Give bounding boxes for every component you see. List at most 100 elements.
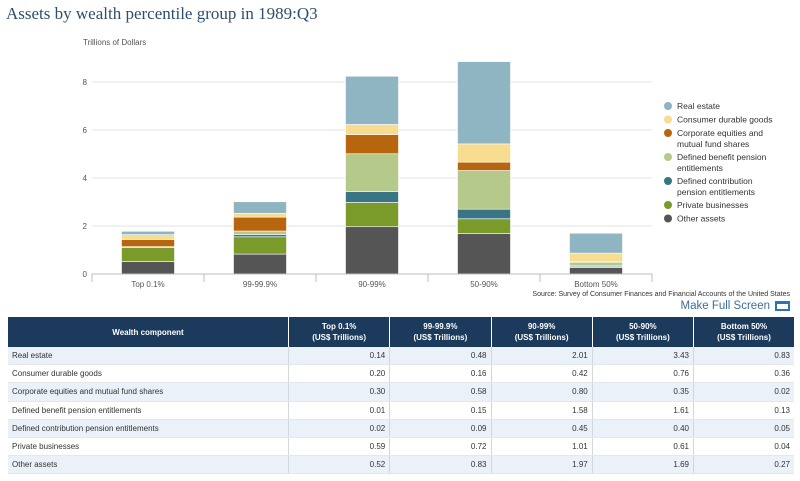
bar-segment[interactable] bbox=[345, 191, 399, 203]
table-cell: 0.20 bbox=[287, 364, 390, 384]
table-cell: 0.30 bbox=[287, 382, 390, 402]
bar-segment[interactable] bbox=[569, 261, 623, 266]
bar-segment[interactable] bbox=[233, 236, 287, 255]
table-cell: 0.09 bbox=[389, 419, 491, 438]
header-label: 99-99.9% bbox=[423, 322, 458, 331]
bar-segment[interactable] bbox=[457, 170, 511, 210]
bar-segment[interactable] bbox=[457, 218, 511, 234]
table-row: Consumer durable goods 0.20 0.16 0.42 0.… bbox=[8, 364, 794, 384]
legend-marker bbox=[664, 129, 672, 137]
row-label: Defined contribution pension entitlement… bbox=[8, 419, 289, 438]
bar-segment[interactable] bbox=[457, 208, 511, 220]
bar-segment[interactable] bbox=[121, 247, 175, 262]
make-full-screen-button[interactable]: Make Full Screen bbox=[681, 300, 790, 312]
bar-segment[interactable] bbox=[345, 124, 399, 135]
row-label: Real estate bbox=[8, 347, 289, 366]
table-cell: 0.35 bbox=[591, 382, 694, 402]
header-wealth-component: Wealth component bbox=[8, 317, 289, 347]
table-row: Private businesses 0.59 0.72 1.01 0.61 0… bbox=[8, 437, 794, 457]
legend-marker bbox=[664, 115, 672, 124]
table-cell: 1.69 bbox=[591, 455, 694, 475]
table-cell: 0.13 bbox=[693, 401, 794, 420]
bar-segment[interactable] bbox=[233, 212, 287, 218]
table-cell: 0.04 bbox=[693, 437, 794, 457]
legend-label: Defined contribution bbox=[677, 176, 753, 186]
bars bbox=[121, 61, 623, 275]
table-row: Corporate equities and mutual fund share… bbox=[8, 382, 794, 402]
legend-item[interactable]: Consumer durable goods bbox=[664, 115, 772, 125]
legend-item[interactable]: Real estate bbox=[664, 101, 720, 111]
table-cell: 0.40 bbox=[591, 419, 694, 438]
table-cell: 0.02 bbox=[693, 382, 794, 402]
y-tick-label: 6 bbox=[83, 126, 88, 135]
table-cell: 0.36 bbox=[693, 364, 794, 384]
header-unit: (US$ Trillions) bbox=[413, 333, 468, 342]
bar-segment[interactable] bbox=[457, 161, 511, 171]
table-cell: 0.59 bbox=[287, 437, 390, 457]
data-table: Wealth component Top 0.1% (US$ Trillions)… bbox=[8, 317, 794, 475]
header-90-99: 90-99% (US$ Trillions) bbox=[490, 317, 593, 347]
full-screen-icon bbox=[775, 301, 790, 311]
bar-segment[interactable] bbox=[345, 75, 399, 125]
bar-segment[interactable] bbox=[121, 239, 175, 247]
bar-segment[interactable] bbox=[345, 202, 399, 228]
legend-item[interactable]: Private businesses bbox=[664, 200, 748, 210]
bar-segment[interactable] bbox=[569, 252, 623, 263]
header-top-0-1: Top 0.1% (US$ Trillions) bbox=[287, 317, 390, 347]
y-tick-label: 8 bbox=[83, 78, 88, 87]
x-tick-label: 50-90% bbox=[470, 280, 498, 289]
table-cell: 0.27 bbox=[693, 455, 794, 475]
table-row: Defined benefit pension entitlements 0.0… bbox=[8, 401, 794, 420]
table-cell: 0.72 bbox=[389, 437, 491, 457]
bar-segment[interactable] bbox=[121, 261, 175, 275]
table-cell: 2.01 bbox=[490, 347, 593, 366]
legend-label: Private businesses bbox=[677, 200, 748, 210]
row-label: Corporate equities and mutual fund share… bbox=[8, 382, 289, 402]
source-note: Source: Survey of Consumer Finances and … bbox=[532, 291, 790, 298]
bar-segment[interactable] bbox=[121, 230, 175, 235]
y-axis-label: Trillions of Dollars bbox=[83, 38, 146, 47]
bar-segment[interactable] bbox=[233, 230, 287, 235]
legend-marker bbox=[664, 201, 672, 209]
legend-label: Real estate bbox=[677, 101, 720, 111]
table-cell: 0.02 bbox=[287, 419, 390, 438]
legend-item[interactable]: Other assets bbox=[664, 214, 725, 224]
bar-segment[interactable] bbox=[345, 226, 399, 275]
legend-label: Defined benefit pension bbox=[677, 152, 767, 162]
bar-segment[interactable] bbox=[233, 201, 287, 214]
table-cell: 1.58 bbox=[490, 401, 593, 420]
bar-segment[interactable] bbox=[233, 234, 287, 238]
bar-segment[interactable] bbox=[457, 143, 511, 163]
row-label: Defined benefit pension entitlements bbox=[8, 401, 289, 420]
bar-segment[interactable] bbox=[457, 61, 511, 145]
legend-label: mutual fund shares bbox=[677, 139, 749, 149]
table-cell: 0.61 bbox=[591, 437, 694, 457]
header-unit: (US$ Trillions) bbox=[717, 333, 771, 342]
table-row: Real estate 0.14 0.48 2.01 3.43 0.83 bbox=[8, 347, 794, 366]
legend: Real estate Consumer durable goods Corpora… bbox=[664, 101, 772, 224]
table-row: Other assets 0.52 0.83 1.97 1.69 0.27 bbox=[8, 455, 794, 475]
bar-segment[interactable] bbox=[569, 232, 623, 254]
bar-segment[interactable] bbox=[569, 267, 623, 275]
y-tick-label: 4 bbox=[83, 174, 88, 183]
bar-segment[interactable] bbox=[233, 216, 287, 232]
table-cell: 0.14 bbox=[287, 347, 390, 366]
header-label: 50-90% bbox=[629, 322, 657, 331]
bar-segment[interactable] bbox=[457, 233, 511, 275]
legend-label: entitlements bbox=[677, 163, 723, 173]
bar-segment[interactable] bbox=[121, 234, 175, 240]
bar-segment[interactable] bbox=[345, 134, 399, 155]
bar-segment[interactable] bbox=[345, 153, 399, 192]
make-full-screen-label: Make Full Screen bbox=[680, 300, 770, 312]
table-cell: 0.76 bbox=[591, 364, 694, 384]
legend-label: pension entitlements bbox=[677, 187, 755, 197]
table-cell: 3.43 bbox=[591, 347, 694, 366]
y-tick-label: 2 bbox=[83, 222, 88, 231]
stacked-bar-chart: 0 2 4 6 8 Top 0.1% 99-99.9% 90-99% 50-90% Bottom … bbox=[83, 38, 791, 298]
x-tick-label: 99-99.9% bbox=[243, 280, 277, 289]
bar-segment[interactable] bbox=[233, 253, 287, 275]
header-bottom-50: Bottom 50% (US$ Trillions) bbox=[693, 317, 794, 347]
